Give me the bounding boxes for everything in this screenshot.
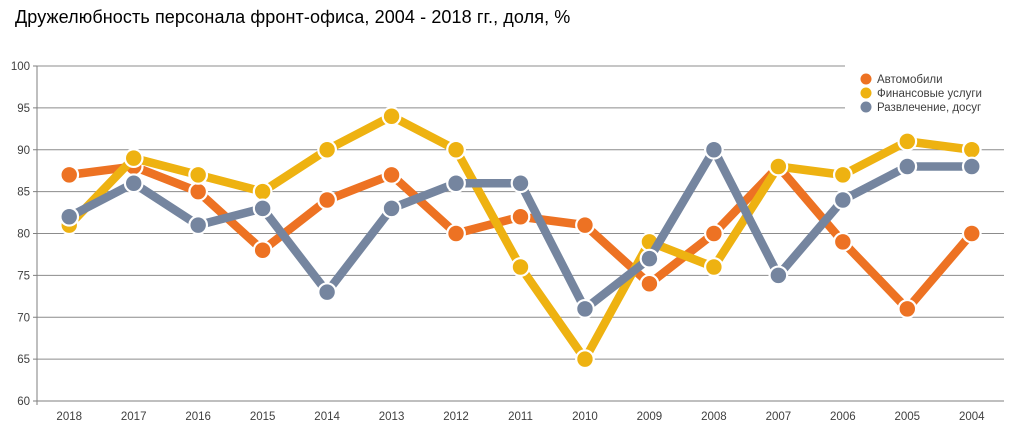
x-axis-label: 2014 (314, 411, 340, 423)
legend-marker-finance (860, 87, 872, 99)
data-point-leisure (704, 139, 724, 160)
data-point-finance (832, 164, 853, 185)
y-axis-label: 60 (17, 396, 30, 408)
data-point-finance (317, 139, 338, 160)
legend-marker-leisure (860, 101, 872, 113)
data-point-cars (446, 223, 466, 244)
data-point-leisure (832, 190, 853, 210)
series-leisure (59, 139, 982, 319)
x-axis-label: 2012 (443, 411, 469, 423)
data-point-leisure (510, 173, 531, 194)
data-point-leisure (59, 206, 80, 227)
legend-marker-cars (860, 73, 872, 85)
data-point-cars (832, 231, 853, 252)
x-axis-label: 2011 (508, 411, 533, 423)
data-point-finance (575, 349, 595, 370)
y-axis-label: 95 (17, 103, 30, 115)
data-point-leisure (768, 265, 789, 286)
x-axis-label: 2013 (379, 411, 405, 423)
y-axis-label: 80 (17, 229, 30, 241)
x-axis-label: 2016 (185, 411, 211, 423)
legend-item-leisure: Развлечение, досуг (860, 101, 981, 114)
x-axis-label: 2004 (959, 411, 985, 423)
x-axis-label: 2015 (250, 411, 276, 423)
data-point-finance (704, 257, 724, 277)
data-point-cars (252, 240, 273, 261)
data-point-cars (639, 273, 660, 294)
data-point-leisure (188, 215, 209, 236)
data-point-cars (381, 164, 402, 185)
data-point-cars (897, 298, 918, 319)
y-axis-label: 90 (17, 145, 30, 157)
data-point-cars (317, 190, 338, 210)
data-point-leisure (317, 282, 338, 303)
x-axis-label: 2007 (766, 411, 792, 423)
data-point-finance (381, 106, 402, 127)
data-point-cars (59, 164, 80, 185)
chart-title: Дружелюбность персонала фронт-офиса, 200… (15, 7, 571, 27)
legend-background (845, 61, 1012, 117)
data-point-leisure (446, 173, 466, 194)
data-point-leisure (123, 173, 144, 194)
y-axis-label: 75 (17, 270, 30, 282)
data-point-cars (961, 223, 982, 244)
legend-label: Автомобили (877, 74, 943, 86)
data-point-cars (510, 206, 531, 227)
x-axis-label: 2006 (830, 411, 856, 423)
y-axis-label: 70 (17, 312, 30, 324)
legend-label: Финансовые услуги (877, 88, 982, 100)
x-axis-label: 2009 (637, 411, 663, 423)
x-axis-label: 2010 (572, 411, 598, 423)
y-axis-label: 100 (11, 61, 30, 73)
data-point-cars (704, 223, 724, 244)
data-point-finance (188, 164, 209, 185)
data-point-finance (897, 131, 918, 152)
y-axis-label: 85 (17, 187, 30, 199)
y-axis-label: 65 (17, 354, 30, 366)
legend-item-cars: Автомобили (860, 73, 943, 86)
data-point-finance (768, 156, 789, 177)
data-point-finance (252, 181, 273, 202)
legend-item-finance: Финансовые услуги (860, 87, 982, 100)
legend: Автомобили Финансовые услуги Развлечение, … (845, 61, 1012, 117)
data-point-leisure (961, 156, 982, 177)
data-point-finance (446, 139, 466, 160)
data-point-leisure (381, 198, 402, 219)
x-axis-label: 2008 (701, 411, 727, 423)
data-point-finance (123, 148, 144, 169)
x-axis-label: 2018 (56, 411, 82, 423)
data-point-leisure (639, 248, 660, 269)
legend-label: Развлечение, досуг (877, 102, 981, 114)
data-point-leisure (897, 156, 918, 177)
x-axis-label: 2017 (121, 411, 147, 423)
data-point-leisure (252, 198, 273, 219)
data-point-cars (188, 181, 209, 202)
data-point-finance (961, 139, 982, 160)
series-finance (59, 106, 982, 370)
data-point-finance (510, 257, 531, 277)
x-axis-label: 2005 (895, 411, 921, 423)
data-point-cars (575, 215, 595, 236)
data-point-leisure (575, 298, 595, 319)
